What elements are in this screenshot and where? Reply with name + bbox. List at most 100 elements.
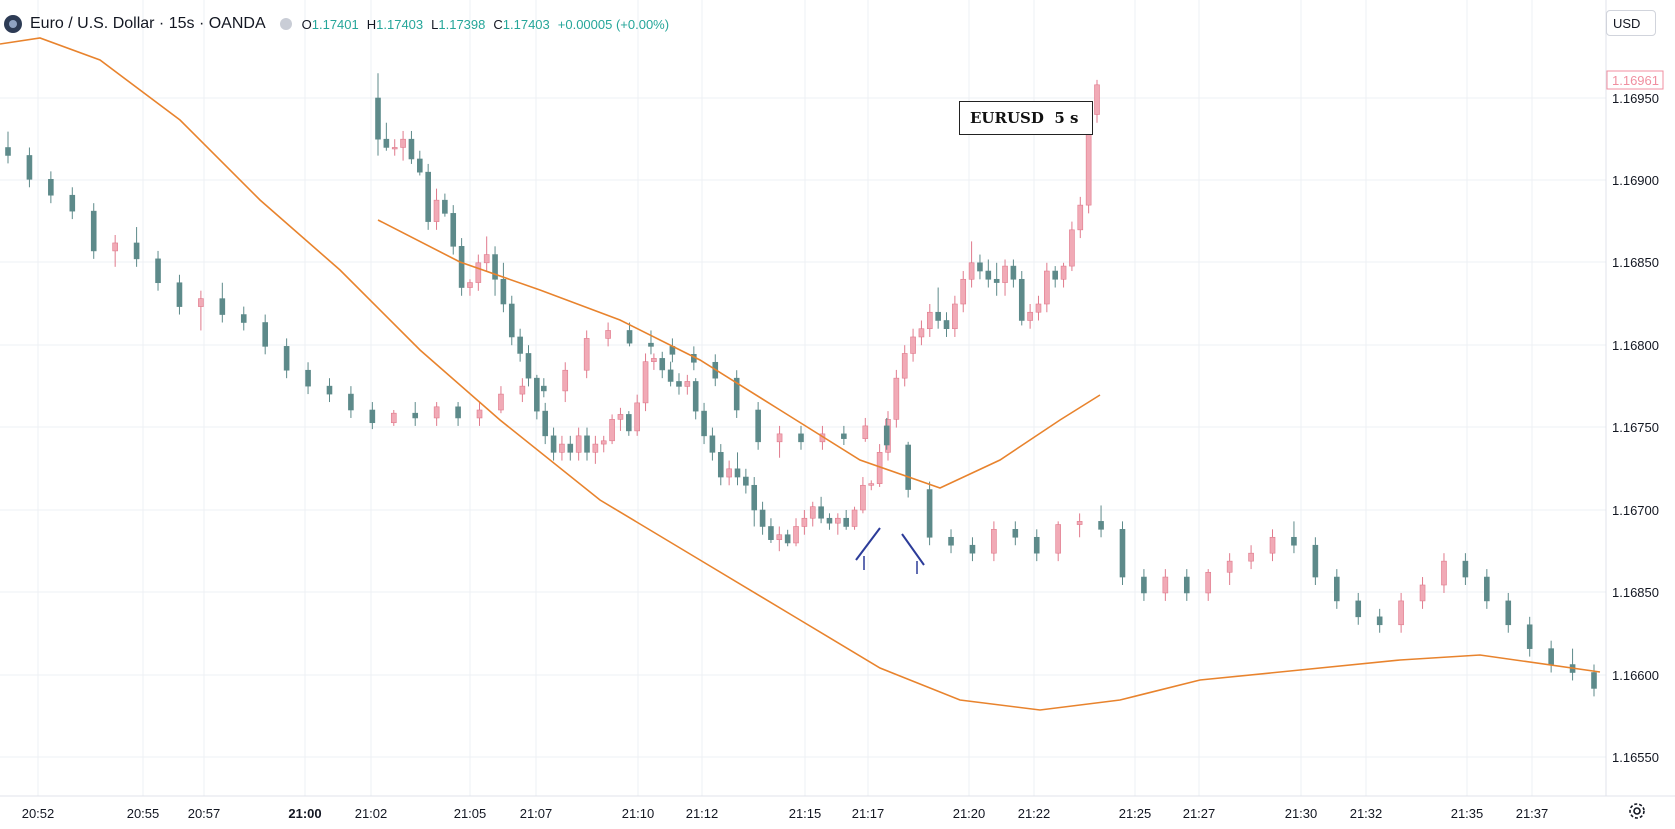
candle-body (969, 544, 976, 554)
status-dot-icon (279, 18, 292, 30)
candle-body (818, 506, 824, 519)
currency-button[interactable]: USD (1606, 10, 1656, 36)
symbol-title[interactable]: Euro / U.S. Dollar · 15s · OANDA (30, 15, 266, 32)
time-tick-label: 21:15 (789, 806, 822, 821)
time-tick-label: 21:00 (288, 806, 321, 821)
candle-body (634, 402, 640, 432)
time-tick-label: 21:32 (1350, 806, 1383, 821)
candle-body (1226, 560, 1233, 573)
candle-body (893, 377, 900, 420)
candle-body (659, 358, 666, 371)
candle-body (642, 361, 649, 404)
candle-body (768, 526, 774, 540)
settings-gear-icon[interactable] (1626, 800, 1648, 822)
candle-body (743, 476, 749, 486)
candle-body (793, 526, 799, 544)
ohlc-high: H1.17403 (366, 16, 424, 32)
candle-body (860, 484, 866, 511)
candle-body (5, 147, 11, 156)
candle-body (1183, 576, 1190, 594)
candle-body (751, 484, 758, 511)
candle-body (1094, 84, 1100, 115)
price-axis[interactable]: 1.16950 1.16900 1.16850 1.16800 1.16750 1.167… (1606, 70, 1664, 765)
price-tick-label: 1.16950 (1612, 91, 1659, 106)
candle-body (843, 517, 849, 527)
candle-body (835, 517, 841, 524)
candle-body (733, 377, 740, 411)
candle-body (1591, 672, 1597, 689)
candle-body (112, 242, 118, 252)
symbol-annotation-label[interactable]: EURUSD 5 s (959, 101, 1093, 135)
candle-body (701, 410, 707, 437)
candle-body (935, 311, 941, 321)
candle-body (1312, 544, 1319, 578)
time-tick-label: 21:35 (1451, 806, 1484, 821)
candle-body (1248, 552, 1254, 562)
time-tick-label: 20:55 (127, 806, 160, 821)
upper-candles (375, 73, 1100, 552)
price-tick-label: 1.16850 (1612, 255, 1659, 270)
candle-body (562, 369, 569, 392)
candle-body (809, 506, 816, 519)
candle-body (1044, 270, 1050, 305)
candle-body (383, 138, 390, 148)
time-axis[interactable]: 20:52 20:55 20:57 21:00 21:02 21:05 21:07 21:10… (22, 806, 1549, 821)
ohlc-change: +0.00005 (+0.00%) (557, 16, 670, 32)
lower-candles (5, 131, 1597, 697)
candle-body (605, 330, 611, 339)
candle-body (400, 138, 406, 148)
candle-body (1052, 270, 1058, 280)
candle-body (985, 270, 992, 280)
candle-body (433, 199, 440, 222)
annotation-arrows (855, 527, 925, 574)
candle-body (391, 147, 398, 150)
moving-average-lower (0, 37, 1601, 711)
candle-body (369, 409, 376, 424)
candle-body (684, 381, 691, 387)
candle-body (651, 358, 657, 362)
time-tick-label: 21:37 (1516, 806, 1549, 821)
candle-body (26, 155, 33, 180)
candle-body (408, 138, 415, 160)
time-tick-label: 21:02 (355, 806, 388, 821)
candle-body (483, 254, 490, 264)
candle-body (584, 435, 590, 453)
candle-body (692, 381, 699, 412)
symbol-header: Euro / U.S. Dollar · 15s · OANDA O1.1740… (4, 12, 669, 36)
candle-body (476, 409, 483, 419)
arrow-left-icon (855, 527, 881, 561)
candle-body (952, 303, 958, 330)
price-tick-label: 1.16800 (1612, 338, 1659, 353)
candle-body (776, 534, 783, 540)
candle-body (567, 443, 574, 453)
candle-body (1141, 576, 1147, 594)
candle-body (991, 529, 997, 554)
price-tick-label: 1.16900 (1612, 173, 1659, 188)
candle-body (283, 346, 290, 371)
candle-body (326, 385, 333, 395)
candle-body (1055, 524, 1061, 554)
candle-body (519, 385, 526, 395)
candle-body (219, 298, 226, 315)
candle-body (155, 258, 161, 284)
candle-body (968, 262, 975, 280)
candle-body (1269, 536, 1276, 554)
candle-body (905, 444, 911, 490)
candle-body (450, 213, 457, 247)
candle-body (1419, 584, 1426, 602)
candle-body (583, 338, 590, 371)
candle-body (550, 435, 557, 453)
candle-body (901, 353, 908, 379)
candle-body (475, 262, 482, 283)
time-tick-label: 21:17 (852, 806, 885, 821)
last-price-tag (1606, 70, 1664, 90)
candle-body (1098, 521, 1104, 530)
price-tick-label: 1.16600 (1612, 668, 1659, 683)
price-tick-label: 1.16850 (1612, 585, 1659, 600)
candle-body (198, 298, 204, 307)
chart-grid (0, 0, 1606, 796)
candle-body (1505, 600, 1512, 626)
candle-body (575, 435, 582, 453)
candle-body (883, 425, 890, 446)
